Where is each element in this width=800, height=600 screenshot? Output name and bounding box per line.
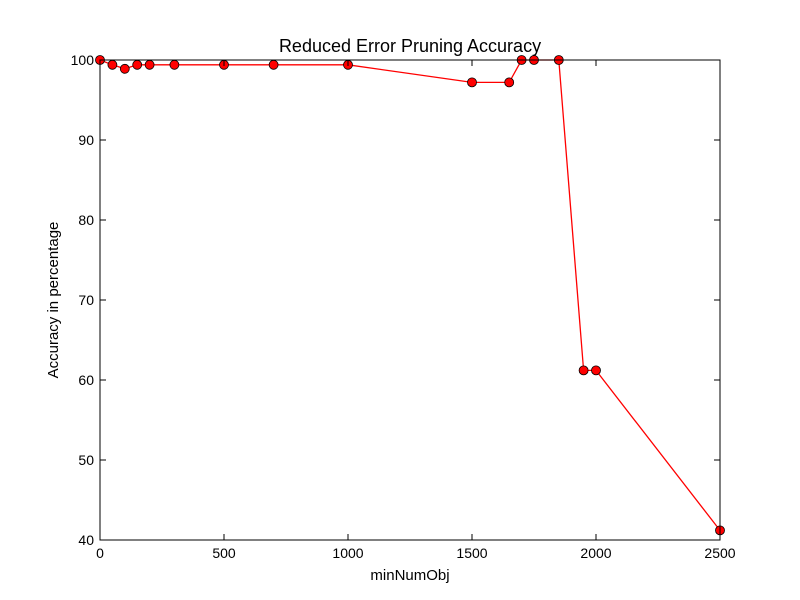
y-tick-label: 40 (78, 532, 94, 548)
ticks-layer (99, 59, 721, 541)
y-tick-label: 70 (78, 292, 94, 308)
data-point-marker (132, 59, 143, 70)
data-point-marker (144, 59, 155, 70)
y-tick-label: 90 (78, 132, 94, 148)
y-tick-label: 80 (78, 212, 94, 228)
chart-title: Reduced Error Pruning Accuracy (279, 36, 541, 56)
data-point-marker (169, 59, 180, 70)
data-point-marker (504, 77, 515, 88)
data-point-marker (119, 63, 130, 74)
y-axis-label: Accuracy in percentage (45, 222, 62, 379)
x-tick-label: 1000 (332, 545, 363, 561)
x-tick-label: 500 (212, 545, 236, 561)
plot-frame (99, 59, 721, 541)
x-tick-label: 2500 (704, 545, 735, 561)
data-point-marker (578, 365, 589, 376)
data-point-marker (268, 59, 279, 70)
x-axis-tick-labels: 0 500 1000 1500 2000 2500 (96, 545, 736, 561)
y-tick-label: 100 (71, 52, 95, 68)
y-tick-label: 60 (78, 372, 94, 388)
data-point-marker (107, 59, 118, 70)
data-point-marker (591, 365, 601, 376)
plot-area (95, 55, 725, 541)
data-point-marker (467, 77, 477, 88)
y-tick-label: 50 (78, 452, 94, 468)
x-tick-label: 0 (96, 545, 104, 561)
x-tick-label: 2000 (580, 545, 611, 561)
y-axis-tick-labels: 40 50 60 70 80 90 100 (71, 52, 95, 548)
series-layer (95, 55, 725, 536)
series-line (99, 59, 721, 531)
x-axis-label: minNumObj (370, 567, 449, 584)
x-tick-label: 1500 (456, 545, 487, 561)
